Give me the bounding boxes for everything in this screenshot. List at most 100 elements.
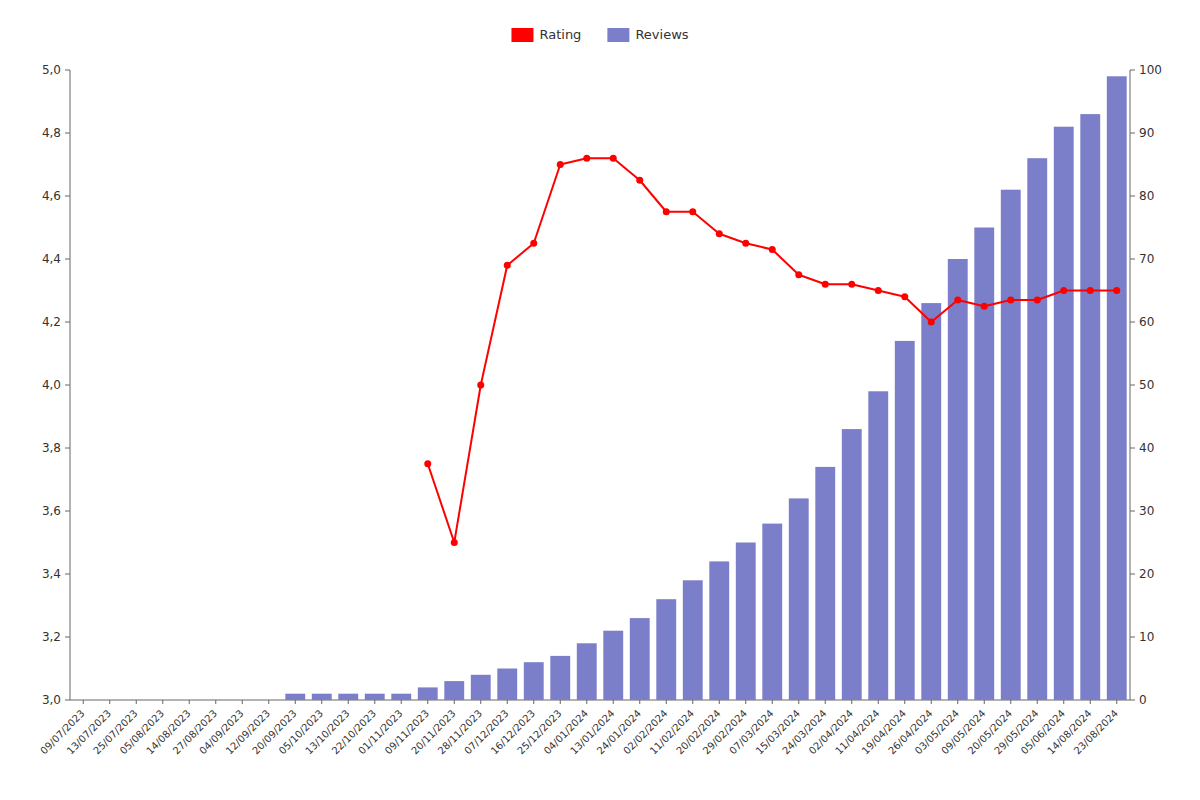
marker [822,281,829,288]
y2-tick [1130,70,1135,71]
marker [477,382,484,389]
x-tick [401,700,402,704]
x-tick [984,700,985,704]
x-tick [798,700,799,704]
marker [769,246,776,253]
marker [954,296,961,303]
x-tick [692,700,693,704]
bar [444,681,464,700]
y-tick-label: 4,8 [42,126,61,140]
chart: 3,03,23,43,63,84,04,24,44,64,85,00102030… [0,0,1200,800]
bar [974,228,994,701]
x-tick-label: 23/08/2024 [1072,708,1121,757]
y2-tick-label: 80 [1139,189,1154,203]
bar [709,561,729,700]
y2-tick-label: 20 [1139,567,1154,581]
y2-tick-label: 70 [1139,252,1154,266]
bar [1107,76,1127,700]
line-layer [424,155,1120,546]
y2-tick-label: 50 [1139,378,1154,392]
y-tick-label: 5,0 [42,63,61,77]
legend-label: Rating [539,27,581,42]
marker [610,155,617,162]
bar [312,694,332,700]
bar [683,580,703,700]
x-tick [931,700,932,704]
bar [1001,190,1021,700]
bar [524,662,544,700]
y-tick [65,70,70,71]
bar [232,700,252,701]
bar-layer [285,76,1126,700]
bar [100,700,120,701]
marker [716,230,723,237]
x-axis-line [70,700,1130,701]
x-tick [215,700,216,704]
marker [1007,296,1014,303]
y2-tick-label: 100 [1139,63,1162,77]
marker [1034,296,1041,303]
bar [179,700,199,701]
bar [497,669,517,701]
x-tick [957,700,958,704]
bar [842,429,862,700]
legend-swatch [511,28,533,42]
bar [73,700,93,701]
x-tick [1063,700,1064,704]
bar [365,694,385,700]
bar-series [285,76,1126,700]
x-tick [242,700,243,704]
marker [1087,287,1094,294]
line-series [424,155,1120,546]
marker [1060,287,1067,294]
x-tick [586,700,587,704]
data [285,76,1126,700]
x-tick [321,700,322,704]
bar [656,599,676,700]
bar [895,341,915,700]
marker [530,240,537,247]
marker [663,208,670,215]
bar [921,303,941,700]
bar [206,700,226,701]
y2-tick [1130,574,1135,575]
x-tick [533,700,534,704]
bar [338,694,358,700]
marker [583,155,590,162]
x-tick [666,700,667,704]
bar [577,643,597,700]
legend: Rating Reviews [511,27,688,43]
bar [471,675,491,700]
bar [153,700,173,701]
x-tick [904,700,905,704]
bar [762,524,782,700]
y-tick-label: 3,6 [42,504,61,518]
marker [981,303,988,310]
x-tick [136,700,137,704]
y2-tick [1130,259,1135,260]
bar [550,656,570,700]
y2-tick [1130,700,1135,701]
bar [630,618,650,700]
y-tick [65,385,70,386]
y-tick-label: 3,8 [42,441,61,455]
bar [259,700,279,701]
x-tick [295,700,296,704]
y2-tick [1130,322,1135,323]
legend-label: Reviews [635,27,688,42]
y2-tick-label: 90 [1139,126,1154,140]
y2-tick-label: 30 [1139,504,1154,518]
bar [285,694,305,700]
x-tick [109,700,110,704]
marker [928,319,935,326]
y2-tick [1130,448,1135,449]
marker [901,293,908,300]
x-tick [772,700,773,704]
x-tick [374,700,375,704]
x-tick [427,700,428,704]
x-tick [348,700,349,704]
y2-tick-label: 0 [1139,693,1147,707]
y-tick-label: 4,4 [42,252,61,266]
x-tick [1116,700,1117,704]
x-tick [507,700,508,704]
